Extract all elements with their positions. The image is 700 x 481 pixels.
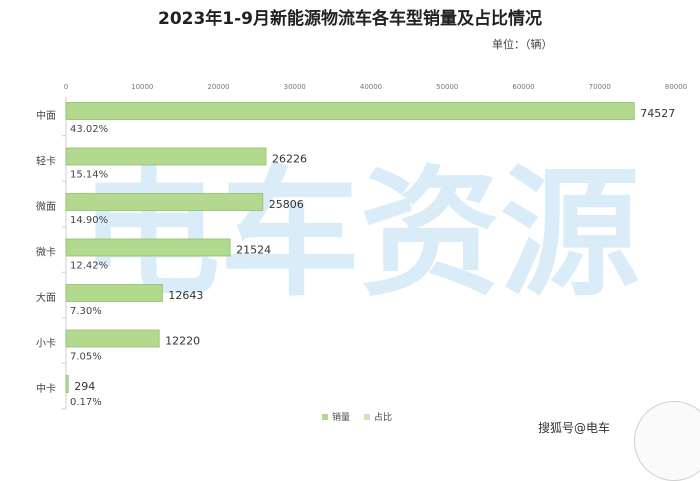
x-tick-label: 10000 xyxy=(131,83,153,91)
chart-title: 2023年1-9月新能源物流车各车型销量及占比情况 xyxy=(157,9,543,29)
data-label-sales: 26226 xyxy=(272,153,307,166)
category-label: 大面 xyxy=(36,291,56,304)
category-label: 中卡 xyxy=(36,382,56,395)
x-tick-label: 30000 xyxy=(284,83,306,91)
data-label-sales: 294 xyxy=(74,380,95,393)
data-label-share: 0.17% xyxy=(70,397,102,408)
bar-sales xyxy=(65,375,69,393)
data-label-sales: 12643 xyxy=(168,289,203,302)
legend-swatch-share xyxy=(364,414,370,420)
footer-watermark: 搜狐号@电车 xyxy=(538,421,611,435)
chart-container: 2023年1-9月新能源物流车各车型销量及占比情况 单位：（辆） 电车资源 0 10… xyxy=(36,9,700,481)
bar-sales xyxy=(65,102,635,120)
bar-sales xyxy=(65,284,163,302)
x-tick-label: 20000 xyxy=(207,83,229,91)
data-label-sales: 12220 xyxy=(165,335,200,348)
bar-sales xyxy=(65,193,264,211)
data-label-sales: 25806 xyxy=(269,198,304,211)
category-label: 轻卡 xyxy=(36,155,56,168)
data-label-share: 15.14% xyxy=(70,170,108,181)
x-tick-label: 80000 xyxy=(665,83,687,91)
x-tick-label: 70000 xyxy=(589,83,611,91)
x-tick-label: 50000 xyxy=(436,83,458,91)
data-label-share: 12.42% xyxy=(70,261,108,272)
legend-label-sales: 销量 xyxy=(332,411,350,423)
data-label-sales: 74527 xyxy=(640,107,675,120)
legend-label-share: 占比 xyxy=(374,411,392,423)
unit-label: 单位：（辆） xyxy=(492,38,553,51)
data-label-share: 43.02% xyxy=(70,124,108,135)
bar-sales xyxy=(65,329,160,348)
legend-swatch-sales xyxy=(322,414,328,420)
chart-svg: 电车资源 0 10000 20000 30000 40000 50000 60000 70000… xyxy=(36,83,687,423)
category-label: 微卡 xyxy=(36,246,56,259)
x-tick-label: 0 xyxy=(64,83,68,91)
x-tick-label: 60000 xyxy=(512,83,534,91)
category-label: 中面 xyxy=(36,109,56,122)
watermark-text: 电车资源 xyxy=(80,153,640,316)
data-label-sales: 21524 xyxy=(236,244,271,257)
x-tick-label: 40000 xyxy=(360,83,382,91)
bar-sales xyxy=(65,147,267,166)
corner-decoration xyxy=(634,401,700,481)
category-label: 小卡 xyxy=(36,337,56,350)
bar-sales xyxy=(65,238,231,257)
data-label-share: 14.90% xyxy=(70,215,108,226)
category-label: 微面 xyxy=(36,200,56,213)
data-label-share: 7.05% xyxy=(70,352,102,363)
data-label-share: 7.30% xyxy=(70,306,102,317)
